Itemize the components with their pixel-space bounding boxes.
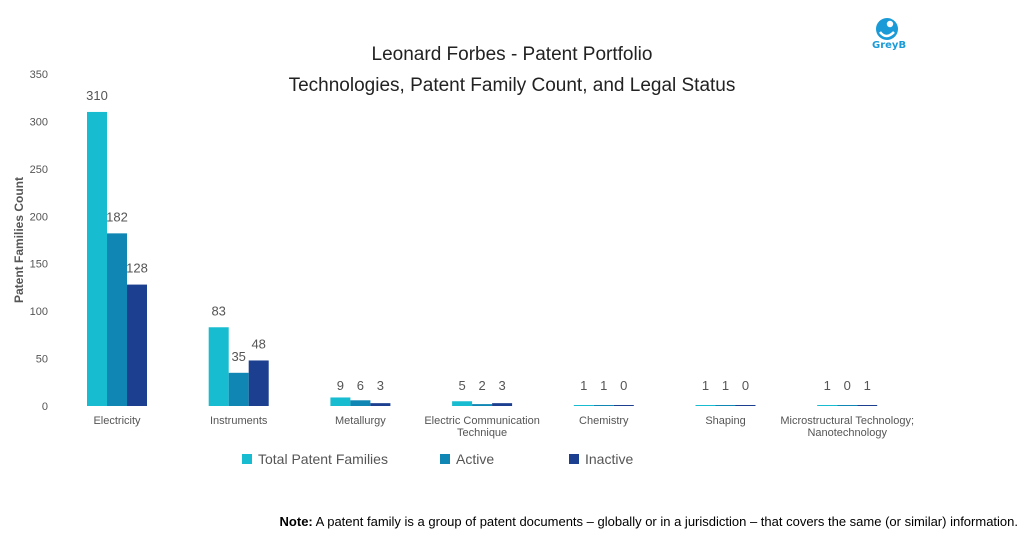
data-label: 5 (458, 378, 465, 393)
data-label: 182 (106, 209, 128, 224)
legend-swatch-inactive (569, 454, 579, 464)
chart-title: Leonard Forbes - Patent Portfolio (371, 44, 653, 65)
y-tick-label: 0 (42, 401, 48, 413)
data-label: 0 (844, 378, 851, 393)
data-label: 1 (600, 378, 607, 393)
bar-1-5 (715, 405, 736, 406)
bar-2-4 (613, 405, 634, 406)
data-label: 1 (824, 378, 831, 393)
bar-2-3 (492, 403, 513, 406)
legend-label-active: Active (456, 451, 495, 467)
y-tick-label: 150 (30, 259, 48, 271)
bar-2-1 (248, 360, 269, 406)
y-tick-label: 250 (30, 164, 48, 176)
legend-item-active: Active (440, 451, 494, 467)
bar-0-5 (695, 405, 716, 406)
y-tick-label: 200 (30, 211, 48, 223)
x-tick-label: Shaping (705, 415, 745, 427)
data-label: 0 (620, 378, 627, 393)
data-label: 48 (251, 336, 265, 351)
legend-item-inactive: Inactive (569, 451, 633, 467)
bar-0-2 (330, 397, 351, 406)
data-label: 9 (337, 378, 344, 393)
bar-0-1 (208, 327, 229, 406)
bar-1-1 (228, 372, 249, 406)
data-label: 3 (498, 378, 505, 393)
data-label: 6 (357, 378, 364, 393)
x-tick-label: Metallurgy (335, 415, 386, 427)
data-label: 1 (722, 378, 729, 393)
data-label: 310 (86, 88, 108, 103)
y-tick-label: 300 (30, 116, 48, 128)
x-tick-label: Technique (457, 427, 507, 439)
bar-2-6 (857, 405, 878, 406)
bar-0-3 (452, 401, 473, 406)
data-label: 83 (211, 303, 225, 318)
x-tick-label: Chemistry (579, 415, 629, 427)
x-tick-label: Nanotechnology (807, 427, 887, 439)
bar-0-0 (87, 111, 107, 406)
bar-2-2 (370, 403, 391, 406)
greyb-logo-icon (876, 18, 898, 40)
legend-swatch-active (440, 454, 450, 464)
legend-label-total: Total Patent Families (258, 451, 388, 467)
legend-label-inactive: Inactive (585, 451, 634, 467)
legend-swatch-total (242, 454, 252, 464)
bar-2-5 (735, 405, 756, 406)
data-label: 1 (864, 378, 871, 393)
x-tick-label: Instruments (210, 415, 268, 427)
x-tick-label: Electric Communication (424, 415, 540, 427)
footnote: Note: A patent family is a group of pate… (0, 514, 1018, 529)
data-label: 35 (231, 349, 245, 364)
bar-1-3 (472, 404, 493, 406)
chart-subtitle: Technologies, Patent Family Count, and L… (288, 75, 736, 96)
data-label: 128 (126, 261, 148, 276)
x-tick-label: Electricity (93, 415, 141, 427)
data-label: 0 (742, 378, 749, 393)
footnote-text: A patent family is a group of patent doc… (312, 514, 1018, 529)
y-tick-label: 350 (30, 69, 48, 81)
data-label: 1 (580, 378, 587, 393)
logo-text: GreyB (872, 40, 907, 51)
bar-0-6 (817, 405, 838, 406)
bar-1-4 (593, 405, 614, 406)
data-label: 1 (702, 378, 709, 393)
chart-legend: Total Patent Families Active Inactive (0, 451, 1024, 471)
data-label: 3 (377, 378, 384, 393)
bar-1-0 (107, 233, 127, 406)
data-label: 2 (478, 378, 485, 393)
x-tick-label: Microstructural Technology; (780, 415, 914, 427)
bar-1-6 (837, 405, 858, 406)
y-axis-label: Patent Families Count (12, 177, 26, 303)
bar-1-2 (350, 400, 371, 406)
bar-0-4 (573, 405, 594, 406)
y-tick-label: 50 (36, 354, 48, 366)
y-tick-label: 100 (30, 306, 48, 318)
footnote-label: Note: (279, 514, 313, 529)
bar-2-0 (127, 284, 147, 406)
legend-item-total: Total Patent Families (242, 451, 388, 467)
